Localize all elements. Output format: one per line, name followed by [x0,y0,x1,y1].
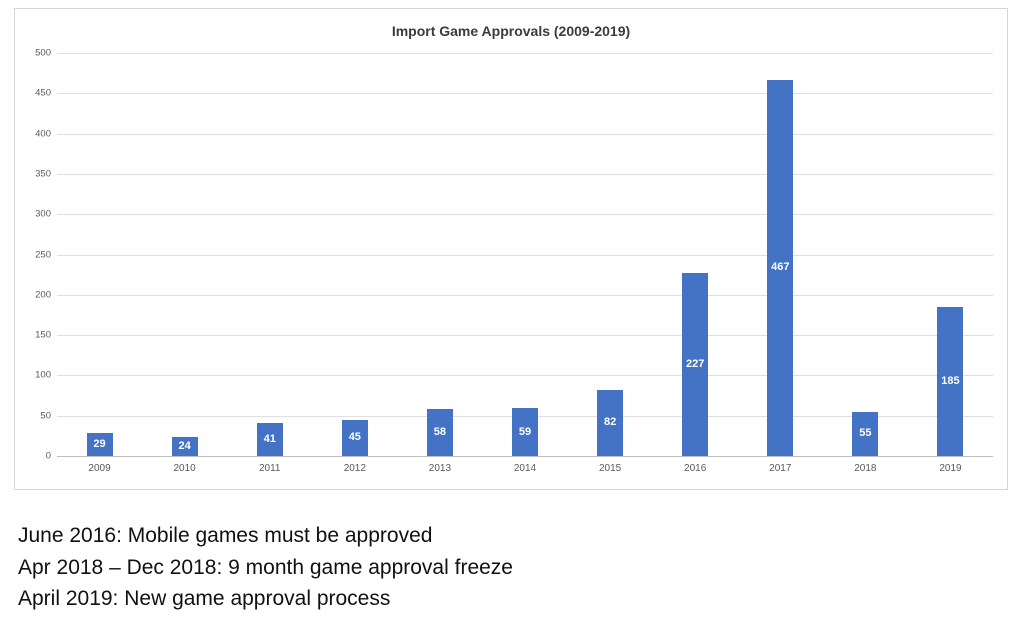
bar: 41 [256,422,283,456]
bar: 55 [852,411,879,456]
x-tick-label: 2017 [769,463,792,474]
bar-value-label: 24 [178,439,191,452]
x-tick-label: 2009 [88,463,111,474]
y-tick-label: 100 [35,369,51,381]
y-tick-label: 450 [35,87,51,99]
bar-value-label: 45 [348,431,361,444]
y-tick-label: 0 [45,450,51,462]
annotation-line: Apr 2018 – Dec 2018: 9 month game approv… [18,555,513,579]
bar: 24 [171,436,198,456]
x-tick-label: 2014 [513,463,537,474]
x-tick-label: 2013 [428,463,452,474]
gridline [57,375,993,377]
bar-value-label: 82 [603,416,617,429]
bar-value-label: 55 [859,427,872,440]
bar-value-label: 29 [93,437,106,450]
y-tick-label: 300 [35,208,51,220]
x-tick-label: 2012 [343,463,366,474]
gridline [57,294,993,296]
annotations: June 2016: Mobile games must be approved… [18,520,998,615]
bar: 185 [937,306,964,456]
bar-value-label: 58 [433,426,447,439]
gridline [57,173,993,175]
bar: 59 [512,408,538,456]
gridline [57,133,993,135]
gridline [57,254,993,256]
gridline [57,53,993,54]
bar: 82 [597,389,624,456]
bar-value-label: 41 [263,432,276,445]
y-tick-label: 250 [35,249,51,260]
bar-value-label: 59 [518,425,532,438]
bar-value-label: 467 [771,261,790,274]
chart-title: Import Game Approvals (2009-2019) [391,23,631,39]
y-tick-label: 150 [35,329,51,341]
gridline [57,214,993,216]
y-tick-label: 50 [40,410,51,422]
x-tick-label: 2010 [173,463,196,474]
y-tick-label: 500 [35,47,51,59]
x-tick-label: 2019 [939,463,962,474]
bar: 45 [341,419,368,456]
bar-value-label: 185 [941,374,960,387]
x-tick-label: 2016 [684,463,707,474]
bar: 29 [86,432,113,456]
bar: 58 [426,409,453,456]
annotation-line: June 2016: Mobile games must be approved [18,524,433,547]
x-tick-label: 2018 [854,463,877,474]
bar: 467 [767,79,794,456]
x-tick-label: 2015 [598,463,622,474]
y-tick-label: 400 [35,128,51,140]
annotation-line: April 2019: New game approval process [18,587,391,610]
gridline [57,335,993,337]
chart: Import Game Approvals (2009-2019) 0 50 100… [14,8,1008,490]
x-tick-label: 2011 [258,463,281,474]
y-tick-label: 350 [35,168,51,180]
bar-value-label: 227 [685,358,705,371]
gridline [57,93,993,95]
y-tick-label: 200 [35,289,51,301]
plot-area: 0 50 100 150 200 250 300 350 400 450 500 29 2009 24 20… [35,48,993,474]
bar: 227 [682,273,709,456]
